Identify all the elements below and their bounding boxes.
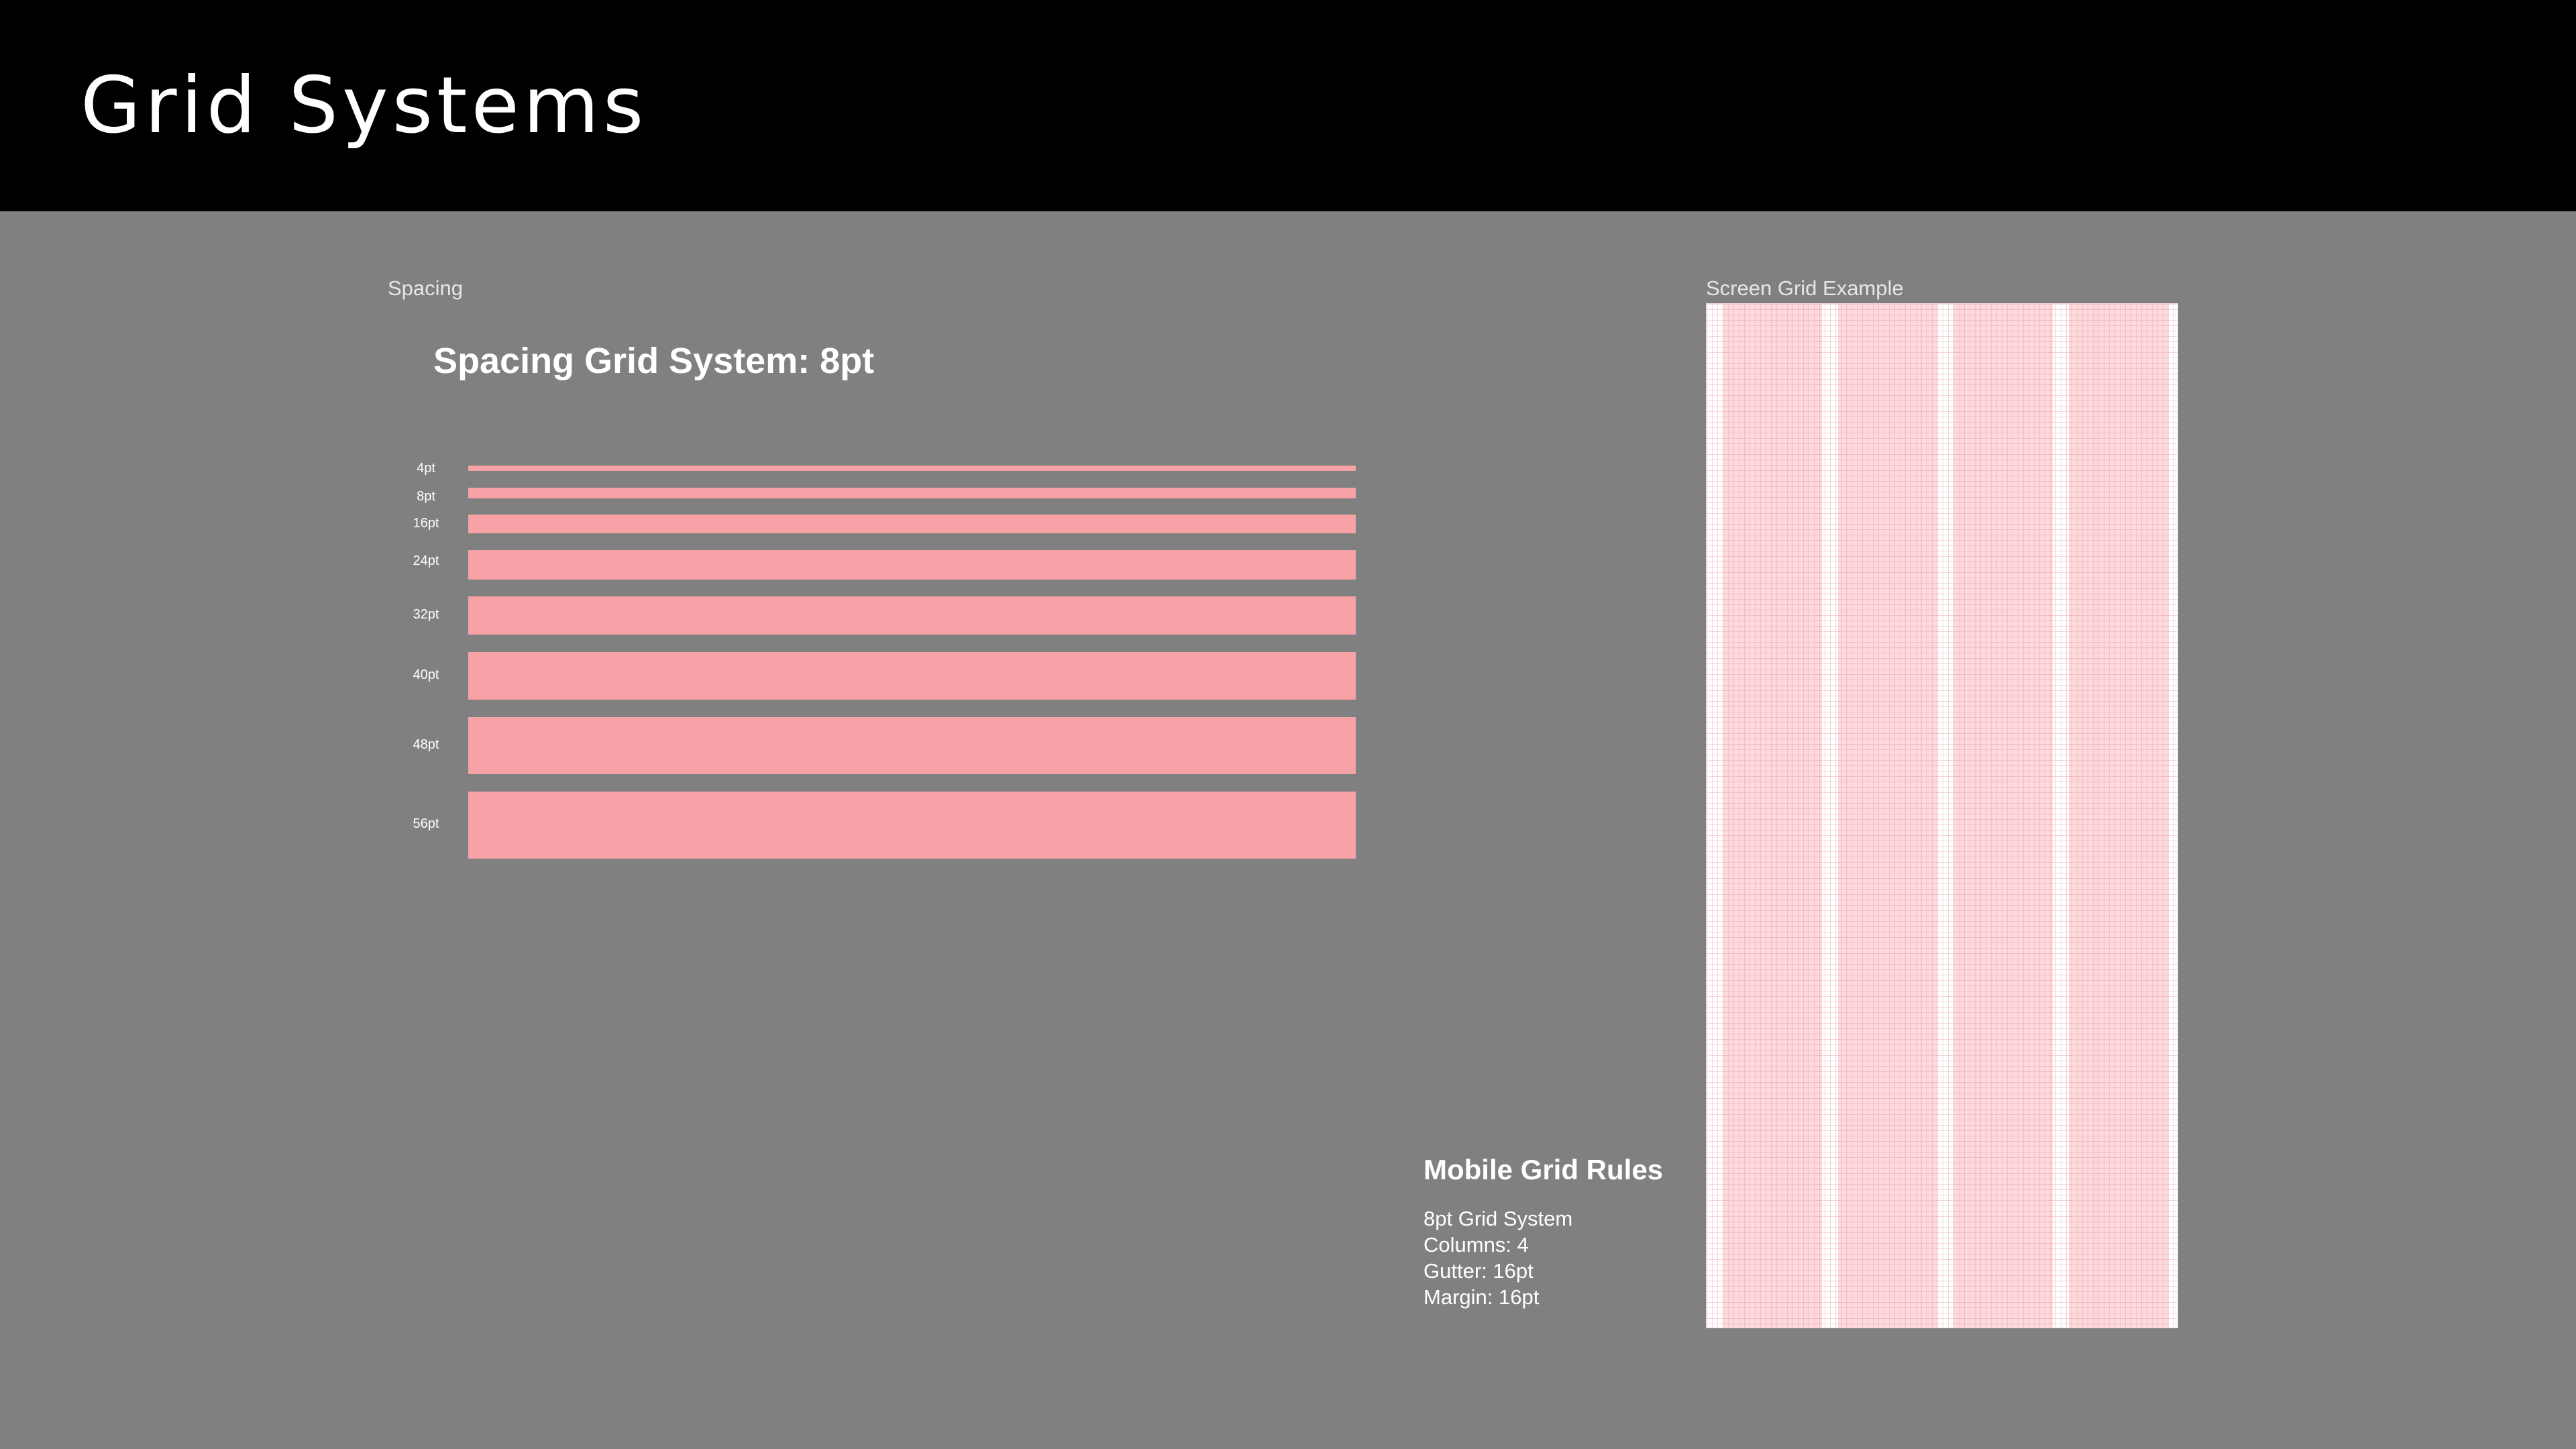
spacing-section-label: Spacing: [388, 276, 464, 300]
spacing-bar-4pt: [468, 466, 1356, 471]
grid-column-1: [1723, 304, 1822, 1328]
spacing-label-40pt: 40pt: [413, 667, 439, 682]
rule-margin: Margin: 16pt: [1424, 1285, 1540, 1309]
grid-column-4: [2069, 304, 2168, 1328]
spacing-bar-56pt: [468, 792, 1356, 859]
spacing-bar-48pt: [468, 717, 1356, 774]
rule-grid-system: 8pt Grid System: [1424, 1207, 1573, 1230]
grid-column-2: [1838, 304, 1937, 1328]
spacing-bar-40pt: [468, 652, 1356, 700]
spacing-bar-24pt: [468, 550, 1356, 580]
mobile-grid-rules-list: 8pt Grid System Columns: 4 Gutter: 16pt …: [1424, 1205, 1572, 1310]
page-title: Grid Systems: [80, 60, 648, 151]
spacing-bar-8pt: [468, 488, 1356, 498]
mobile-grid-rules-title: Mobile Grid Rules: [1424, 1154, 1664, 1185]
rule-gutter: Gutter: 16pt: [1424, 1259, 1534, 1283]
header-bar: Grid Systems: [0, 0, 2576, 211]
spacing-label-4pt: 4pt: [417, 461, 435, 476]
rule-columns: Columns: 4: [1424, 1233, 1529, 1256]
spacing-label-32pt: 32pt: [413, 607, 439, 622]
spacing-label-16pt: 16pt: [413, 516, 439, 531]
screen-grid-label: Screen Grid Example: [1706, 276, 1904, 300]
screen-grid-example: [1706, 303, 2178, 1328]
spacing-label-8pt: 8pt: [417, 489, 435, 504]
grid-column-3: [1953, 304, 2053, 1328]
spacing-label-48pt: 48pt: [413, 737, 439, 752]
baseline-grid-lines: [1707, 304, 2178, 1328]
spacing-label-56pt: 56pt: [413, 816, 439, 831]
spacing-grid-title: Spacing Grid System: 8pt: [433, 341, 875, 381]
spacing-bar-16pt: [468, 515, 1356, 533]
spacing-label-24pt: 24pt: [413, 553, 439, 568]
spacing-bar-32pt: [468, 596, 1356, 635]
